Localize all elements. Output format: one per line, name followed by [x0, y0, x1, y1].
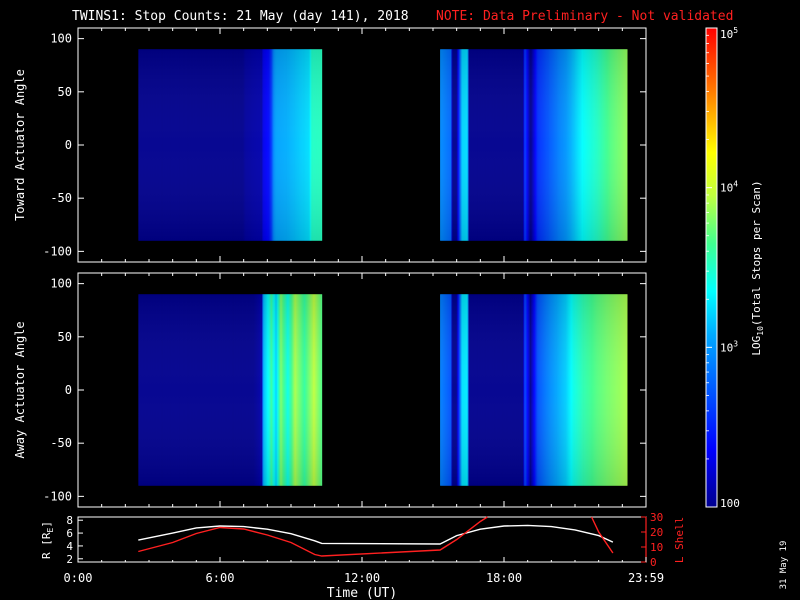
colorbar-label-log: LOG [750, 336, 763, 356]
heatmap-shading [440, 49, 628, 241]
colorbar-tick-exp: 5 [733, 26, 738, 35]
time-tick-label: 0:00 [64, 571, 93, 585]
heatmap-shading [138, 294, 322, 486]
x-axis-label: Time (UT) [327, 586, 397, 600]
y-axis-toward: 100 50 0 -50 -100 [43, 32, 646, 258]
radius-label-text: R [R [40, 532, 53, 559]
colorbar-tick-base: 10 [720, 341, 733, 354]
colorbar-tick-base: 100 [720, 497, 740, 510]
lshell-tick-label: 0 [650, 556, 657, 569]
colorbar-label-sub: 10 [756, 326, 765, 336]
colorbar-tick-exp: 4 [733, 180, 738, 189]
chart-title: TWINS1: Stop Counts: 21 May (day 141), 2… [72, 9, 409, 24]
radius-tick-label: 6 [66, 527, 73, 540]
panel-toward-heatmap: 100 50 0 -50 -100 Toward Actuator Angle [13, 27, 647, 263]
y-tick-label: 100 [50, 32, 72, 46]
y-tick-label: 100 [50, 277, 72, 291]
orbit-series-left [138, 524, 614, 545]
colorbar-tick-exp: 3 [733, 339, 738, 348]
side-date-stamp: 31 May 19 [779, 541, 789, 590]
heatmap-toward [138, 49, 628, 241]
data-note: NOTE: Data Preliminary - Not validated [436, 9, 733, 24]
y-axis-label-toward: Toward Actuator Angle [13, 69, 27, 221]
radius-tick-label: 2 [66, 553, 73, 566]
y-tick-label: -50 [50, 436, 72, 450]
panel-away-heatmap: 100 50 0 -50 -100 Away Actuator Angle [13, 272, 647, 508]
y-tick-label: 50 [58, 85, 72, 99]
y-tick-label: 0 [65, 138, 72, 152]
lshell-tick-label: 10 [650, 541, 663, 554]
colorbar-label: LOG10(Total Stops per Scan) [750, 180, 765, 355]
y-axis-label-lshell: L Shell [673, 517, 686, 563]
heatmap-shading [440, 294, 628, 486]
panel-frame [77, 516, 647, 563]
x-ticks-toward [77, 28, 647, 262]
radius-label-sub: E [46, 527, 55, 532]
y-axis-away: 100 50 0 -50 -100 [43, 277, 646, 503]
colorbar-tick-label: 100 [720, 497, 740, 510]
time-tick-label: 12:00 [344, 571, 380, 585]
heatmap-away [138, 294, 628, 486]
orbit-series-right [138, 516, 488, 557]
colorbar-tick-base: 10 [720, 28, 733, 41]
colorbar-tick-label: 105 [720, 26, 738, 41]
heatmap-shading [138, 49, 322, 241]
y-tick-label: -100 [43, 244, 72, 258]
lshell-tick-label: 30 [650, 511, 663, 524]
colorbar-tick-label: 103 [720, 339, 738, 354]
orbit-series-right [590, 516, 614, 554]
y-tick-label: 0 [65, 383, 72, 397]
colorbar-gradient [706, 28, 717, 507]
time-tick-label: 23:59 [628, 571, 664, 585]
colorbar-label-rest: (Total Stops per Scan) [750, 180, 763, 326]
time-tick-label: 18:00 [486, 571, 522, 585]
time-tick-label: 6:00 [206, 571, 235, 585]
radius-tick-label: 4 [66, 540, 73, 553]
y-tick-label: -100 [43, 489, 72, 503]
y-tick-label: -50 [50, 191, 72, 205]
orbit-lines [138, 516, 614, 557]
colorbar-tick-base: 10 [720, 182, 733, 195]
radius-label-end: ] [40, 521, 53, 528]
x-ticks-away [77, 273, 647, 507]
y-axis-label-away: Away Actuator Angle [13, 321, 27, 458]
lshell-tick-label: 20 [650, 526, 663, 539]
colorbar-tick-label: 104 [720, 180, 738, 195]
y-tick-label: 50 [58, 330, 72, 344]
y-axis-label-radius: R [RE] [40, 521, 55, 559]
radius-tick-label: 8 [66, 514, 73, 527]
